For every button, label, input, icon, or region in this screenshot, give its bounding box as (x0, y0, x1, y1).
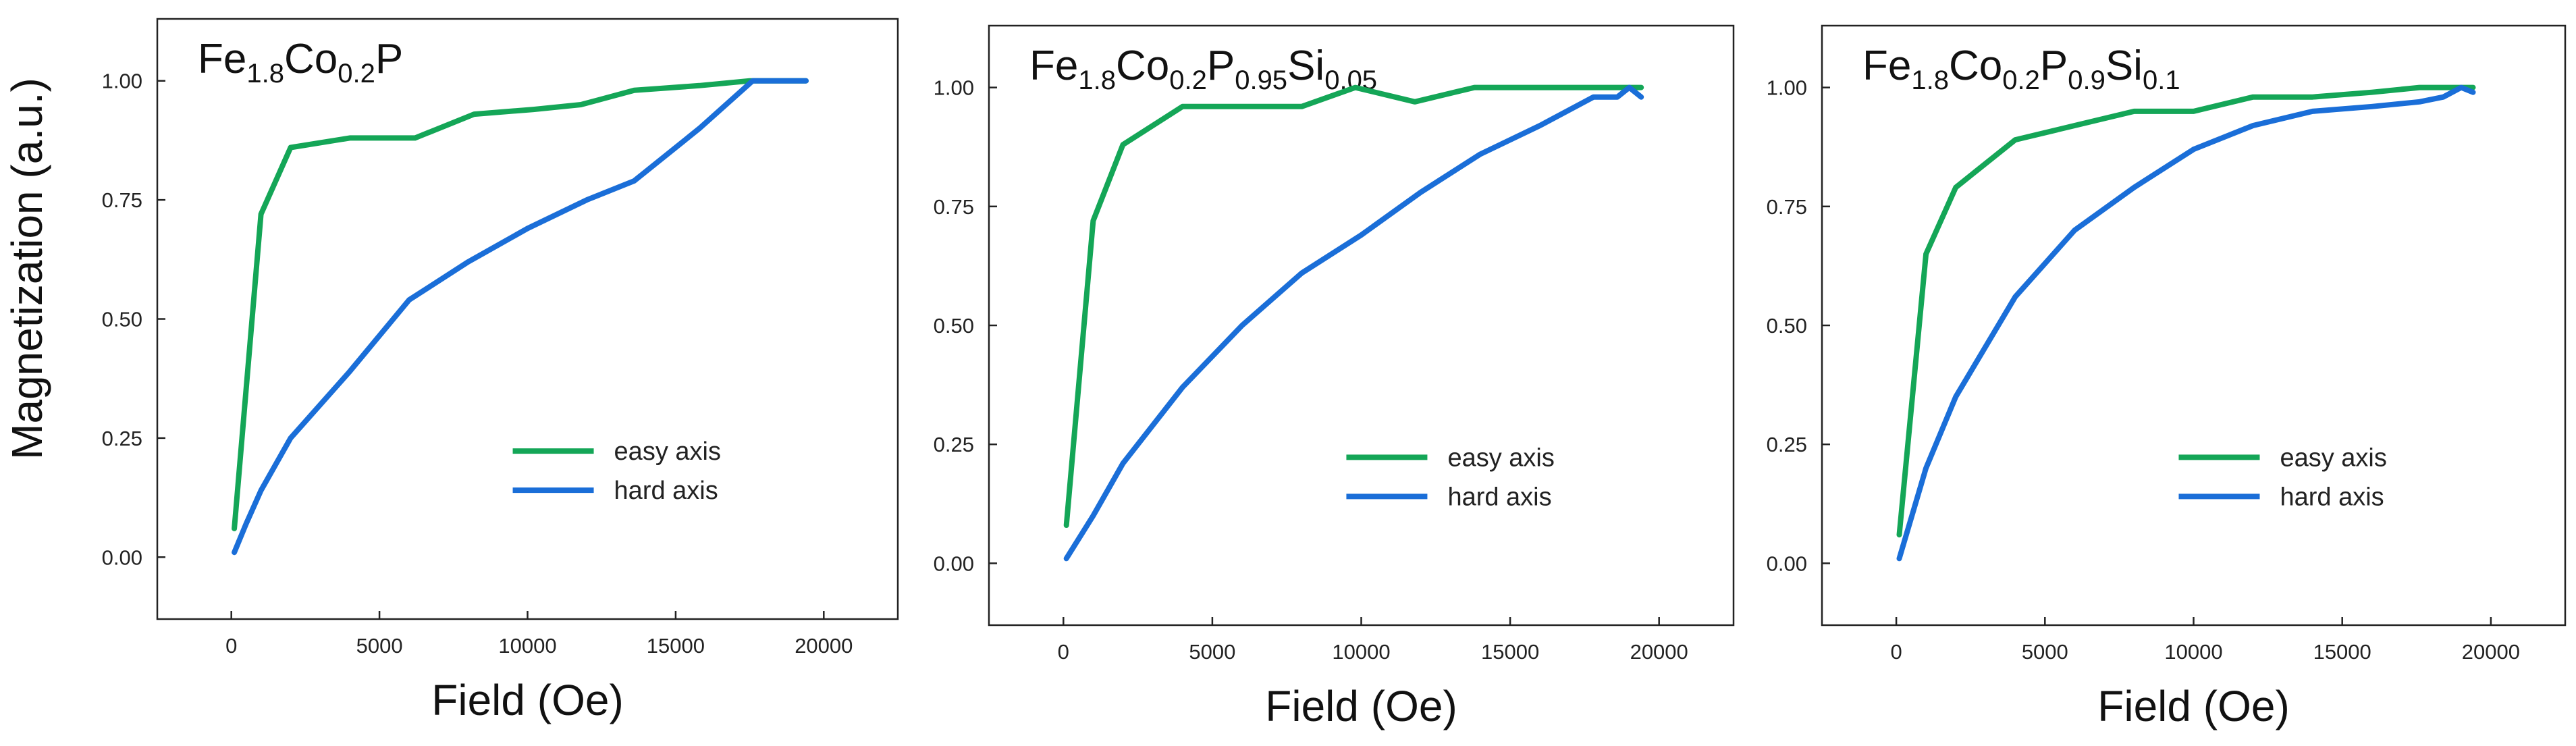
legend-label: easy axis (2280, 444, 2386, 472)
y-tick-label: 1.00 (1767, 76, 1807, 100)
series-line-easy-axis (1063, 84, 1644, 528)
series-line-easy-axis (1896, 84, 2476, 538)
legend-label: hard axis (614, 477, 718, 505)
y-tick-label: 0.00 (1767, 552, 1807, 575)
y-tick-label: 0.25 (1767, 433, 1807, 456)
legend-label: hard axis (1447, 483, 1551, 511)
chart-panel-3: 0 5000 10000 15000 20000 0.00 0.25 0.50 0.75 1.00… (1767, 24, 2567, 730)
x-tick-label: 0 (1058, 640, 1069, 664)
y-tick-label: 0.25 (102, 427, 142, 450)
x-tick-label: 10000 (1332, 640, 1390, 664)
y-tick-label: 0.50 (102, 308, 142, 331)
series-line-hard-axis (1063, 84, 1644, 562)
x-tick-label: 5000 (2022, 640, 2068, 664)
series-line-hard-axis (1896, 84, 2476, 562)
y-tick-label: 0.25 (934, 433, 974, 456)
y-tick-label: 0.75 (934, 195, 974, 219)
legend-label: hard axis (2280, 483, 2384, 511)
x-tick-label: 20000 (1630, 640, 1688, 664)
y-tick-label: 0.75 (1767, 195, 1807, 219)
y-tick-label: 0.75 (102, 188, 142, 212)
x-axis-label: Field (Oe) (1265, 682, 1457, 730)
y-tick-label: 0.00 (934, 552, 974, 575)
plot-frame (988, 24, 1735, 627)
y-tick-label: 0.50 (934, 314, 974, 338)
x-tick-label: 0 (225, 634, 237, 658)
x-axis-label: Field (Oe) (2097, 682, 2290, 730)
y-tick-label: 1.00 (934, 76, 974, 100)
x-tick-label: 15000 (647, 634, 705, 658)
series-line-hard-axis (232, 78, 809, 556)
x-tick-label: 15000 (2313, 640, 2371, 664)
plot-frame (1821, 24, 2567, 627)
chart-panel-1: 0 5000 10000 15000 20000 0.00 0.25 0.50 0.75 1.00… (102, 18, 899, 724)
chart-title: Fe1.8Co0.2P0.95Si0.05 (1029, 43, 1377, 95)
legend-label: easy axis (1447, 444, 1554, 472)
x-tick-label: 5000 (1189, 640, 1235, 664)
chart-title: Fe1.8Co0.2P0.9Si0.1 (1862, 43, 2180, 95)
x-tick-label: 20000 (2462, 640, 2520, 664)
x-tick-label: 20000 (795, 634, 853, 658)
x-tick-label: 10000 (2164, 640, 2222, 664)
x-axis-label: Field (Oe) (431, 676, 624, 724)
y-tick-label: 0.50 (1767, 314, 1807, 338)
x-tick-label: 5000 (356, 634, 403, 658)
x-tick-label: 10000 (498, 634, 556, 658)
y-axis-label: Magnetization (a.u.) (3, 78, 51, 460)
y-tick-label: 1.00 (102, 70, 142, 93)
y-tick-label: 0.00 (102, 545, 142, 569)
x-tick-label: 15000 (1481, 640, 1539, 664)
chart-title: Fe1.8Co0.2P (198, 36, 403, 88)
chart-panel-2: 0 5000 10000 15000 20000 0.00 0.25 0.50 0.75 1.00… (934, 24, 1735, 730)
x-tick-label: 0 (1890, 640, 1902, 664)
legend-label: easy axis (614, 437, 721, 466)
